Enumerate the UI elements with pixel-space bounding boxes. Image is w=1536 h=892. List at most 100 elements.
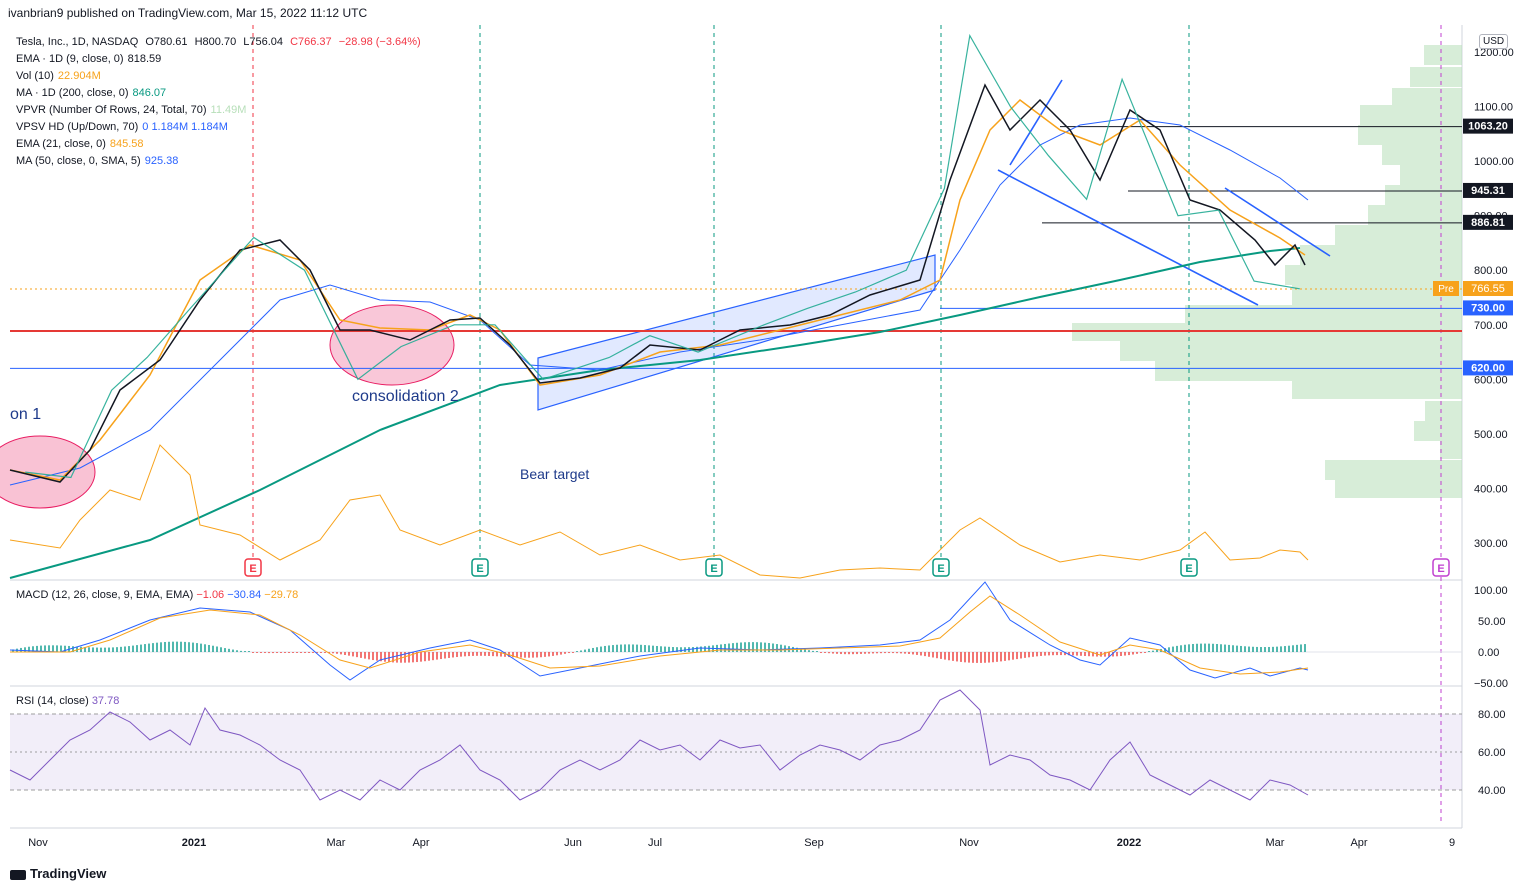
rsi-legend[interactable]: RSI (14, close) 37.78: [16, 695, 119, 707]
earnings-marker[interactable]: E: [471, 558, 489, 577]
consolidation-ellipse-2[interactable]: [329, 304, 455, 386]
time-axis-label: Jul: [648, 837, 662, 849]
level-label: 1063.20: [1468, 121, 1508, 133]
tradingview-logo[interactable]: TradingView: [10, 866, 106, 881]
svg-text:E: E: [1185, 563, 1192, 575]
price-tick: 1100.00: [1474, 102, 1513, 114]
rsi-tick: 60.00: [1478, 747, 1506, 759]
rsi-value: 37.78: [91, 695, 120, 707]
level-label: 730.00: [1471, 302, 1505, 314]
legend-symbol-row[interactable]: Tesla, Inc., 1D, NASDAQ O780.61 H800.70 …: [16, 34, 421, 51]
svg-text:E: E: [937, 563, 944, 575]
legend-row-label: VPSV HD (Up/Down, 70): [16, 121, 139, 133]
level-label: 945.31: [1471, 185, 1505, 197]
macd-label: MACD (12, 26, close, 9, EMA, EMA): [16, 589, 194, 601]
earnings-marker[interactable]: E: [244, 558, 262, 577]
ema9-line[interactable]: [9, 83, 1306, 483]
rsi-tick: 40.00: [1478, 785, 1506, 797]
legend-open: O780.61: [145, 36, 188, 48]
price-tick: 300.00: [1474, 538, 1508, 550]
legend-row-label: VPVR (Number Of Rows, 24, Total, 70): [16, 104, 207, 116]
legend-row-label: Vol (10): [16, 70, 54, 82]
level-labels: 1063.20 945.31 886.81 730.00 620.00: [1463, 118, 1513, 376]
legend-row-value: 846.07: [132, 87, 167, 99]
rsi-axis-ticks: 80.00 60.00 40.00: [1478, 709, 1506, 797]
price-tick: 600.00: [1474, 374, 1508, 386]
svg-text:E: E: [1437, 563, 1444, 575]
legend-row-value: 925.38: [144, 155, 179, 167]
earnings-marker[interactable]: E: [705, 558, 723, 577]
price-tick: 800.00: [1474, 265, 1508, 277]
pre-label: Pre: [1438, 284, 1454, 295]
time-axis: Nov 2021 Mar Apr Jun Jul Sep Nov 2022 Mar Apr 9: [28, 837, 1455, 849]
rsi-label: RSI (14, close): [16, 695, 89, 707]
level-label-bg: [1463, 360, 1513, 376]
descending-trendline-upper[interactable]: [1224, 187, 1331, 257]
price-tick: 1000.00: [1474, 156, 1514, 168]
legend-row-value: 845.58: [109, 138, 144, 150]
macd-tick: −50.00: [1474, 678, 1508, 690]
time-axis-label: Apr: [412, 837, 429, 849]
annotation-consolidation-1: on 1: [10, 406, 41, 423]
time-axis-label: Mar: [1266, 837, 1285, 849]
legend-indicator-rows: EMA · 1D (9, close, 0) 818.59 Vol (10) 22.9…: [16, 51, 421, 170]
legend-row[interactable]: MA (50, close, 0, SMA, 5) 925.38: [16, 153, 421, 170]
legend-change: −28.98 (−3.64%): [338, 36, 421, 48]
macd-tick: 50.00: [1478, 616, 1506, 628]
consolidation-ellipse-1[interactable]: [0, 435, 96, 509]
legend-row[interactable]: VPVR (Number Of Rows, 24, Total, 70) 11.4…: [16, 102, 421, 119]
earnings-marker[interactable]: E: [1180, 558, 1198, 577]
macd-tick: 0.00: [1478, 647, 1499, 659]
price-tick: 500.00: [1474, 429, 1508, 441]
published-by: ivanbrian9 published on TradingView.com,…: [8, 6, 368, 20]
pre-price-tag: Pre 766.55: [1433, 281, 1513, 296]
volume-profile: [1072, 45, 1462, 498]
legend-row[interactable]: EMA · 1D (9, close, 0) 818.59: [16, 51, 421, 68]
ma50-line[interactable]: [9, 117, 1309, 486]
pre-value: 766.55: [1471, 283, 1505, 295]
annotation-consolidation-2: consolidation 2: [352, 388, 459, 405]
macd-signal-line[interactable]: [10, 595, 1309, 675]
price-series-line[interactable]: [25, 33, 1300, 479]
legend-high: H800.70: [194, 36, 237, 48]
legend-row[interactable]: VPSV HD (Up/Down, 70) 0 1.184M 1.184M: [16, 119, 421, 136]
ma200-line[interactable]: [9, 247, 1301, 579]
level-label-bg: [1463, 214, 1513, 230]
time-axis-label: Mar: [327, 837, 346, 849]
main-legend: Tesla, Inc., 1D, NASDAQ O780.61 H800.70 …: [16, 34, 421, 170]
rsi-line[interactable]: [9, 689, 1309, 801]
legend-row-value: 11.49M: [210, 104, 247, 116]
time-axis-label: Sep: [804, 837, 824, 849]
time-axis-label: Nov: [959, 837, 979, 849]
annotation-bear-target: Bear target: [520, 466, 589, 482]
time-axis-label: 2022: [1117, 837, 1141, 849]
earnings-marker[interactable]: E: [1432, 558, 1450, 577]
svg-text:E: E: [710, 563, 717, 575]
level-label-bg: [1463, 182, 1513, 198]
price-tick: 400.00: [1474, 483, 1508, 495]
earnings-marker[interactable]: E: [932, 558, 950, 577]
macd-value-hist: −1.06: [196, 589, 225, 601]
macd-legend[interactable]: MACD (12, 26, close, 9, EMA, EMA) −1.06 …: [16, 589, 298, 601]
legend-row-label: MA (50, close, 0, SMA, 5): [16, 155, 141, 167]
macd-histogram: [12, 641, 1306, 663]
currency-button[interactable]: USD: [1479, 34, 1509, 49]
flag-trendline[interactable]: [1009, 79, 1063, 166]
legend-row[interactable]: EMA (21, close, 0) 845.58: [16, 136, 421, 153]
level-label: 620.00: [1471, 362, 1505, 374]
macd-value-signal: −29.78: [264, 589, 299, 601]
legend-row-value: 0 1.184M 1.184M: [142, 121, 228, 133]
legend-close: C766.37: [290, 36, 332, 48]
time-axis-label: 2021: [182, 837, 206, 849]
svg-text:E: E: [249, 563, 256, 575]
legend-row[interactable]: MA · 1D (200, close, 0) 846.07: [16, 85, 421, 102]
time-axis-label: Apr: [1350, 837, 1367, 849]
legend-row[interactable]: Vol (10) 22.904M: [16, 68, 421, 85]
legend-row-label: MA · 1D (200, close, 0): [16, 87, 129, 99]
level-label-bg: [1463, 300, 1513, 316]
descending-trendline-lower[interactable]: [997, 169, 1259, 306]
macd-tick: 100.00: [1474, 585, 1508, 597]
macd-axis-ticks: 100.00 50.00 0.00 −50.00: [1474, 585, 1508, 690]
